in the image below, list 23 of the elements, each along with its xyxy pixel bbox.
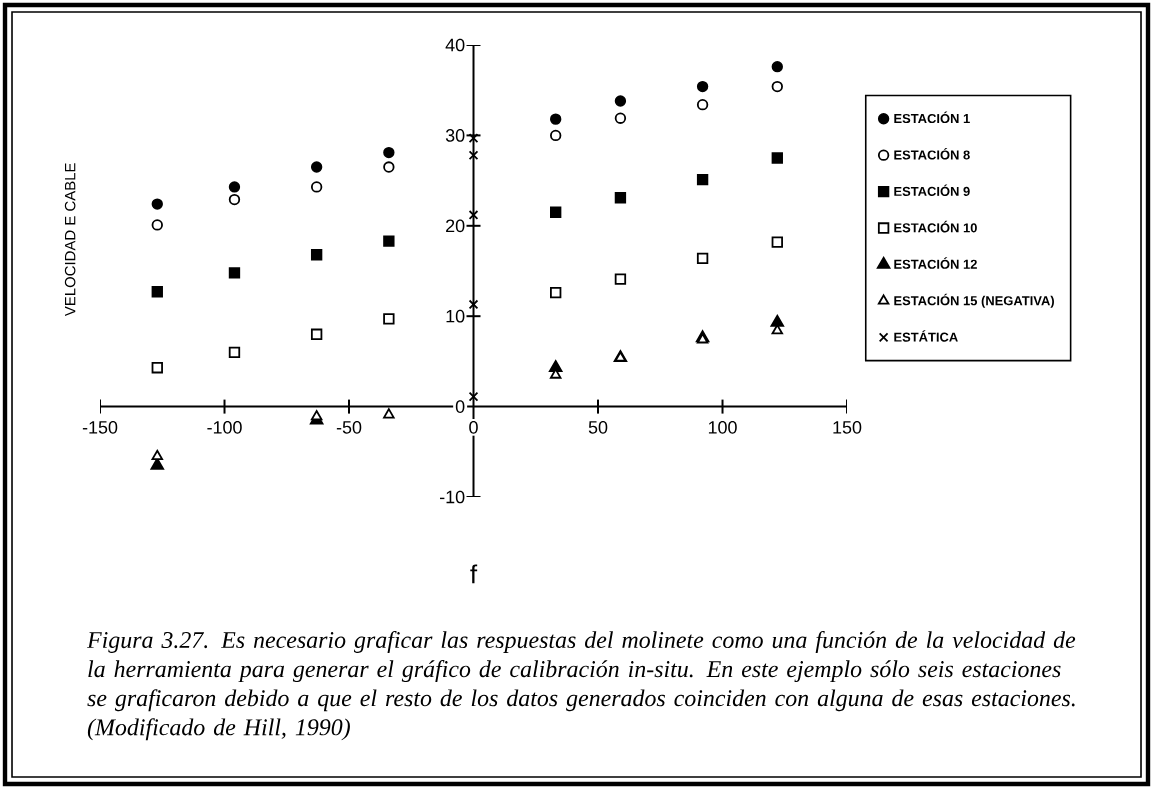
y-axis-title: VELOCIDAD E CABLE (64, 163, 76, 317)
legend-label: ESTACIÓN 1 (894, 111, 970, 124)
legend-label: ESTACIÓN 10 (894, 220, 977, 233)
y-tick-label: 30 (445, 129, 465, 142)
y-tick-label: 40 (445, 38, 465, 52)
legend-label: ESTACIÓN 12 (894, 257, 977, 269)
x-tick-label: 100 (708, 420, 737, 434)
legend-label: ESTACIÓN 8 (894, 147, 970, 160)
x-tick-label: -150 (82, 420, 118, 434)
y-tick-label: 10 (446, 309, 465, 323)
x-tick-label: -100 (207, 420, 242, 434)
legend-label: ESTACIÓN 9 (894, 184, 970, 196)
x-tick-label: -50 (336, 420, 362, 434)
x-axis-title: f (470, 564, 478, 584)
y-tick-label: 20 (446, 219, 465, 233)
x-tick-label: 0 (469, 420, 478, 434)
y-tick-label: -10 (440, 490, 465, 504)
legend-label: ESTACIÓN 15 (NEGATIVA) (894, 293, 1054, 308)
legend-label: ESTÁTICA (894, 330, 958, 342)
y-tick-label: 0 (455, 400, 465, 413)
x-tick-label: 150 (833, 420, 862, 434)
x-tick-label: 50 (588, 420, 608, 434)
text: Figura 3.27. Es necesario graficar las respuestas del molinete como una función de la velocidad de la herramienta para generar el gráfico de calibración in-situ. En este ejemplo sólo seis estaciones se graficaron debido a que el resto de los datos generados coinciden con alguna de esas estaciones. (Modificado de Hill, 1990) (86, 631, 1076, 741)
